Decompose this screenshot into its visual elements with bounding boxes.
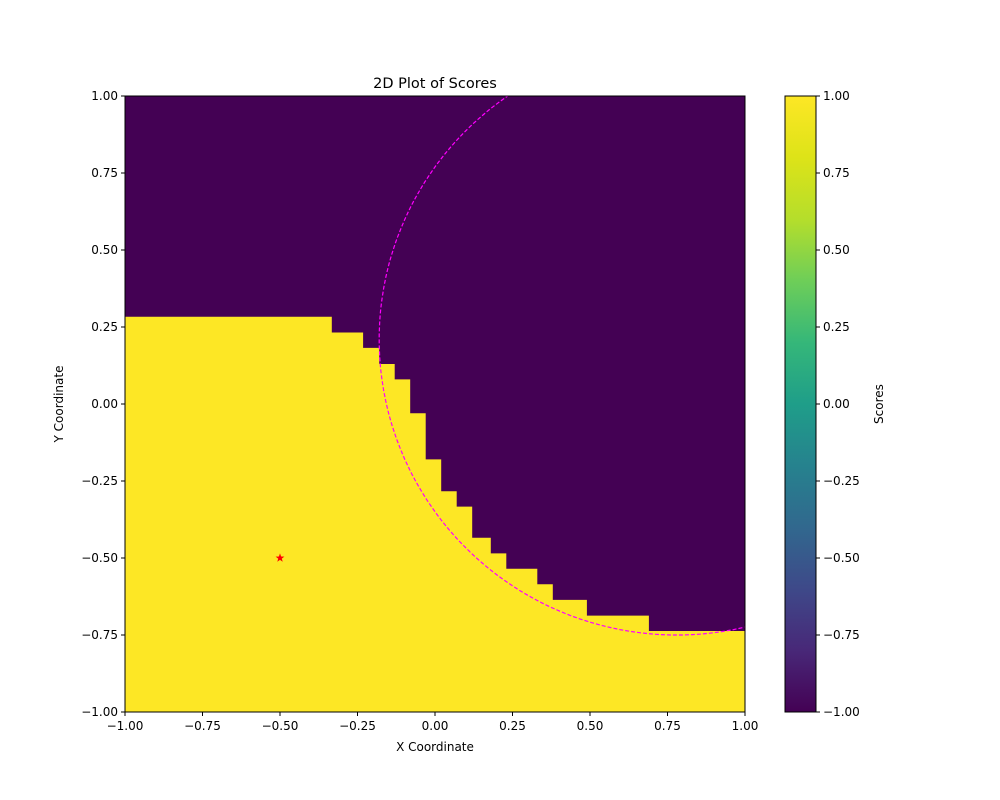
y-tick-label: −1.00 [81,705,118,719]
colorbar-tick-label: −0.25 [823,474,860,488]
x-tick-label: −1.00 [107,719,144,733]
y-tick-label: 0.50 [91,243,118,257]
y-axis: −1.00 −0.75 −0.50 −0.25 0.00 0.25 0.50 0.75 1.00 [81,89,125,719]
y-tick-label: 0.75 [91,166,118,180]
y-tick-label: −0.25 [81,474,118,488]
colorbar-tick-label: −0.50 [823,551,860,565]
x-tick-label: 0.50 [577,719,604,733]
x-tick-label: −0.25 [339,719,376,733]
colorbar: 1.00 0.75 0.50 0.25 0.00 −0.25 −0.50 −0.75 −1.00… [784,89,886,719]
x-tick-label: 0.25 [499,719,526,733]
plot-area [124,95,746,713]
x-axis-label: X Coordinate [396,740,474,754]
x-axis: −1.00 −0.75 −0.50 −0.25 0.00 0.25 0.50 0.75 1.00 [107,712,759,733]
x-tick-label: −0.75 [184,719,221,733]
colorbar-tick-label: −0.75 [823,628,860,642]
colorbar-tick-label: 0.25 [823,320,850,334]
dashed-boundary-curve [378,96,745,636]
y-tick-label: −0.50 [81,551,118,565]
y-axis-label: Y Coordinate [52,366,66,444]
colorbar-label: Scores [872,384,886,424]
y-tick-label: −0.75 [81,628,118,642]
chart-title: 2D Plot of Scores [373,76,497,92]
colorbar-tick-label: 0.00 [823,397,850,411]
colorbar-tick-label: 1.00 [823,89,850,103]
x-tick-label: −0.50 [262,719,299,733]
y-tick-label: 1.00 [91,89,118,103]
colorbar-tick-label: −1.00 [823,705,860,719]
colorbar-tick-label: 0.50 [823,243,850,257]
colorbar-ticks: 1.00 0.75 0.50 0.25 0.00 −0.25 −0.50 −0.75 −1.00 [816,89,860,719]
star-marker [275,553,285,562]
y-tick-label: 0.25 [91,320,118,334]
x-tick-label: 0.75 [654,719,681,733]
colorbar-tick-label: 0.75 [823,166,850,180]
x-tick-label: 1.00 [732,719,759,733]
colorbar-gradient [784,95,817,713]
high-score-region [125,316,745,712]
x-tick-label: 0.00 [422,719,449,733]
y-tick-label: 0.00 [91,397,118,411]
